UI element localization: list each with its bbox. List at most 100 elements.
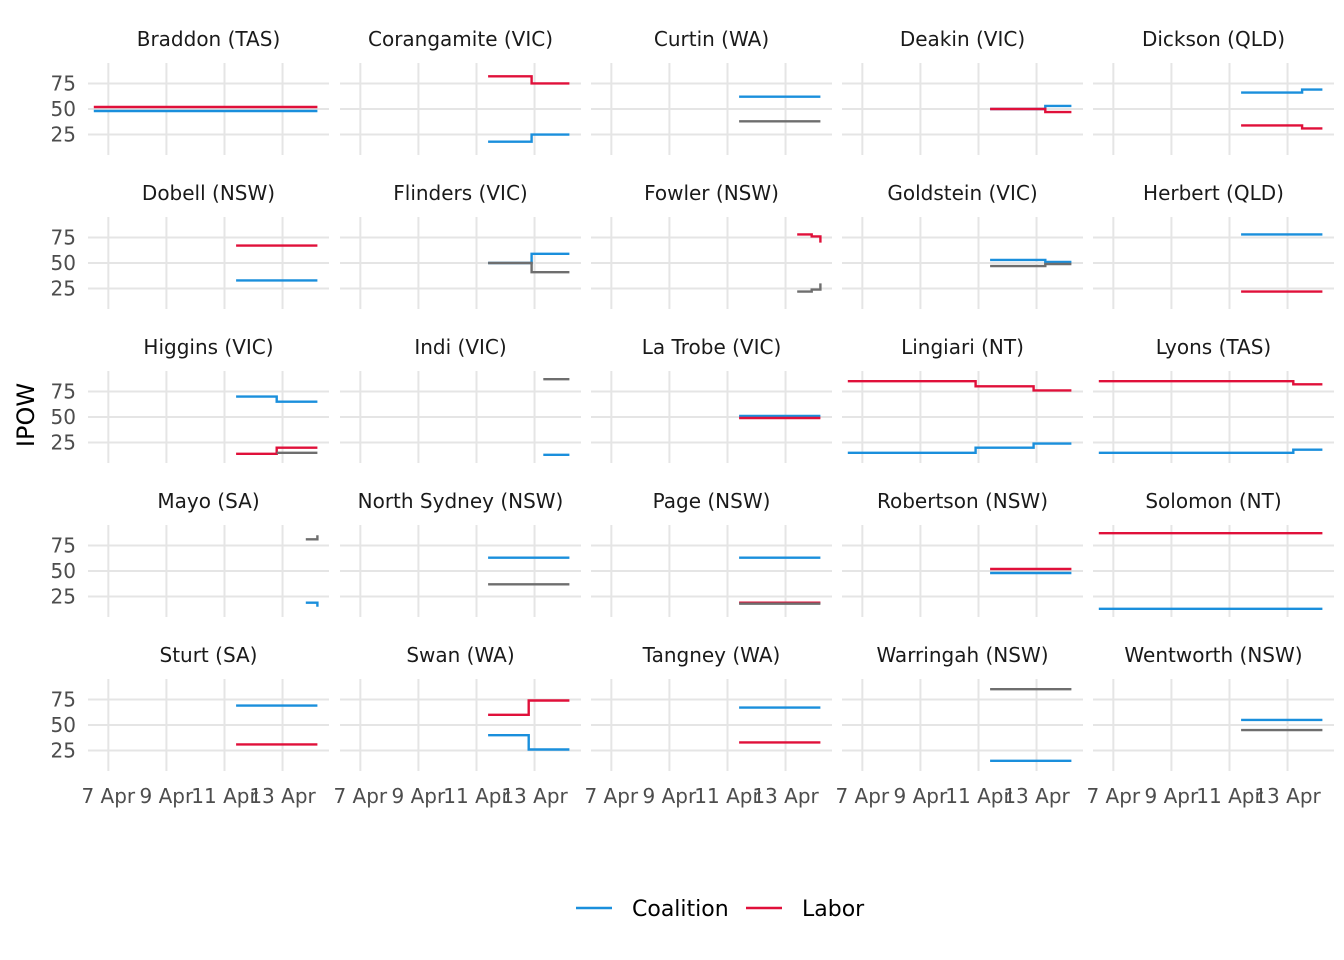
x-tick-label: 11 Apr — [1196, 784, 1263, 808]
panel-curtin-wa: Curtin (WA) — [591, 27, 832, 155]
panel-lingiari-nt: Lingiari (NT) — [842, 335, 1083, 463]
panel-title: Lyons (TAS) — [1156, 335, 1271, 359]
series-line-other — [797, 283, 822, 293]
series-line-labor — [990, 107, 1072, 114]
series-line-labor — [1098, 380, 1323, 386]
panel-flinders-vic: Flinders (VIC) — [340, 181, 581, 309]
series-line-coalition — [488, 734, 570, 751]
series-line-coalition — [236, 395, 318, 403]
y-tick-label: 75 — [51, 71, 76, 95]
series-line-labor — [1241, 124, 1323, 130]
legend-label-labor: Labor — [802, 897, 865, 922]
panel-title: Mayo (SA) — [157, 489, 259, 513]
panel-title: Corangamite (VIC) — [368, 27, 553, 51]
series-line-other — [488, 261, 570, 274]
panel-title: Braddon (TAS) — [137, 27, 281, 51]
y-tick-label: 25 — [51, 277, 76, 301]
series-line-coalition — [488, 252, 570, 265]
panel-title: Tangney (WA) — [642, 643, 781, 667]
panel-title: Flinders (VIC) — [393, 181, 527, 205]
y-tick-label: 50 — [51, 559, 76, 583]
y-tick-label: 75 — [51, 379, 76, 403]
legend: Coalition Labor — [576, 897, 865, 922]
x-tick-label: 9 Apr — [894, 784, 948, 808]
series-line-labor — [488, 75, 570, 85]
x-tick-label: 13 Apr — [249, 784, 316, 808]
panel-title: Deakin (VIC) — [900, 27, 1025, 51]
panel-title: Warringah (NSW) — [876, 643, 1048, 667]
y-tick-label: 50 — [51, 713, 76, 737]
panel-title: Swan (WA) — [406, 643, 514, 667]
panel-solomon-nt: Solomon (NT) — [1093, 489, 1334, 617]
legend-label-coalition: Coalition — [632, 897, 729, 922]
y-tick-label: 75 — [51, 533, 76, 557]
y-tick-label: 50 — [51, 405, 76, 429]
series-line-coalition — [1098, 448, 1323, 454]
panel-goldstein-vic: Goldstein (VIC) — [842, 181, 1083, 309]
series-line-labor — [797, 233, 822, 243]
y-tick-label: 25 — [51, 123, 76, 147]
x-tick-label: 7 Apr — [81, 784, 135, 808]
panel-title: Lingiari (NT) — [901, 335, 1024, 359]
x-tick-label: 7 Apr — [835, 784, 889, 808]
panel-title: Wentworth (NSW) — [1124, 643, 1302, 667]
y-tick-label: 25 — [51, 585, 76, 609]
x-tick-label: 9 Apr — [643, 784, 697, 808]
panel-title: Herbert (QLD) — [1143, 181, 1284, 205]
panel-title: Solomon (NT) — [1145, 489, 1281, 513]
panel-title: La Trobe (VIC) — [642, 335, 782, 359]
series-line-coalition — [847, 442, 1072, 454]
panel-title: Dickson (QLD) — [1142, 27, 1285, 51]
panel-north-sydney-nsw: North Sydney (NSW) — [340, 489, 581, 617]
y-tick-label: 50 — [51, 251, 76, 275]
panel-title: Robertson (NSW) — [877, 489, 1048, 513]
panel-title: Fowler (NSW) — [644, 181, 779, 205]
x-tick-label: 11 Apr — [945, 784, 1012, 808]
panel-title: North Sydney (NSW) — [358, 489, 564, 513]
x-tick-label: 13 Apr — [501, 784, 568, 808]
series-line-coalition — [305, 601, 319, 607]
x-tick-label: 11 Apr — [191, 784, 258, 808]
y-tick-label: 25 — [51, 739, 76, 763]
x-tick-label: 11 Apr — [443, 784, 510, 808]
panel-indi-vic: Indi (VIC) — [340, 335, 581, 463]
panel-la-trobe-vic: La Trobe (VIC) — [591, 335, 832, 463]
x-tick-label: 13 Apr — [1003, 784, 1070, 808]
panel-dickson-qld: Dickson (QLD) — [1093, 27, 1334, 155]
series-line-other — [305, 535, 319, 541]
y-axis-title: IPOW — [12, 383, 40, 447]
panel-robertson-nsw: Robertson (NSW) — [842, 489, 1083, 617]
x-tick-label: 9 Apr — [140, 784, 194, 808]
panel-lyons-tas: Lyons (TAS) — [1093, 335, 1334, 463]
panel-herbert-qld: Herbert (QLD) — [1093, 181, 1334, 309]
y-tick-label: 75 — [51, 687, 76, 711]
series-line-labor — [236, 446, 318, 455]
x-tick-label: 9 Apr — [392, 784, 446, 808]
panel-fowler-nsw: Fowler (NSW) — [591, 181, 832, 309]
series-line-coalition — [990, 258, 1072, 264]
y-tick-label: 50 — [51, 97, 76, 121]
x-tick-label: 11 Apr — [694, 784, 761, 808]
panel-corangamite-vic: Corangamite (VIC) — [340, 27, 581, 155]
x-tick-label: 7 Apr — [1086, 784, 1140, 808]
series-line-labor — [488, 699, 570, 716]
series-line-labor — [847, 380, 1072, 392]
panel-title: Goldstein (VIC) — [887, 181, 1037, 205]
x-tick-label: 13 Apr — [752, 784, 819, 808]
x-tick-label: 13 Apr — [1254, 784, 1321, 808]
panel-title: Sturt (SA) — [160, 643, 258, 667]
y-tick-label: 25 — [51, 431, 76, 455]
panel-title: Indi (VIC) — [414, 335, 506, 359]
y-tick-label: 75 — [51, 225, 76, 249]
x-tick-label: 7 Apr — [333, 784, 387, 808]
series-line-coalition — [1241, 88, 1323, 94]
